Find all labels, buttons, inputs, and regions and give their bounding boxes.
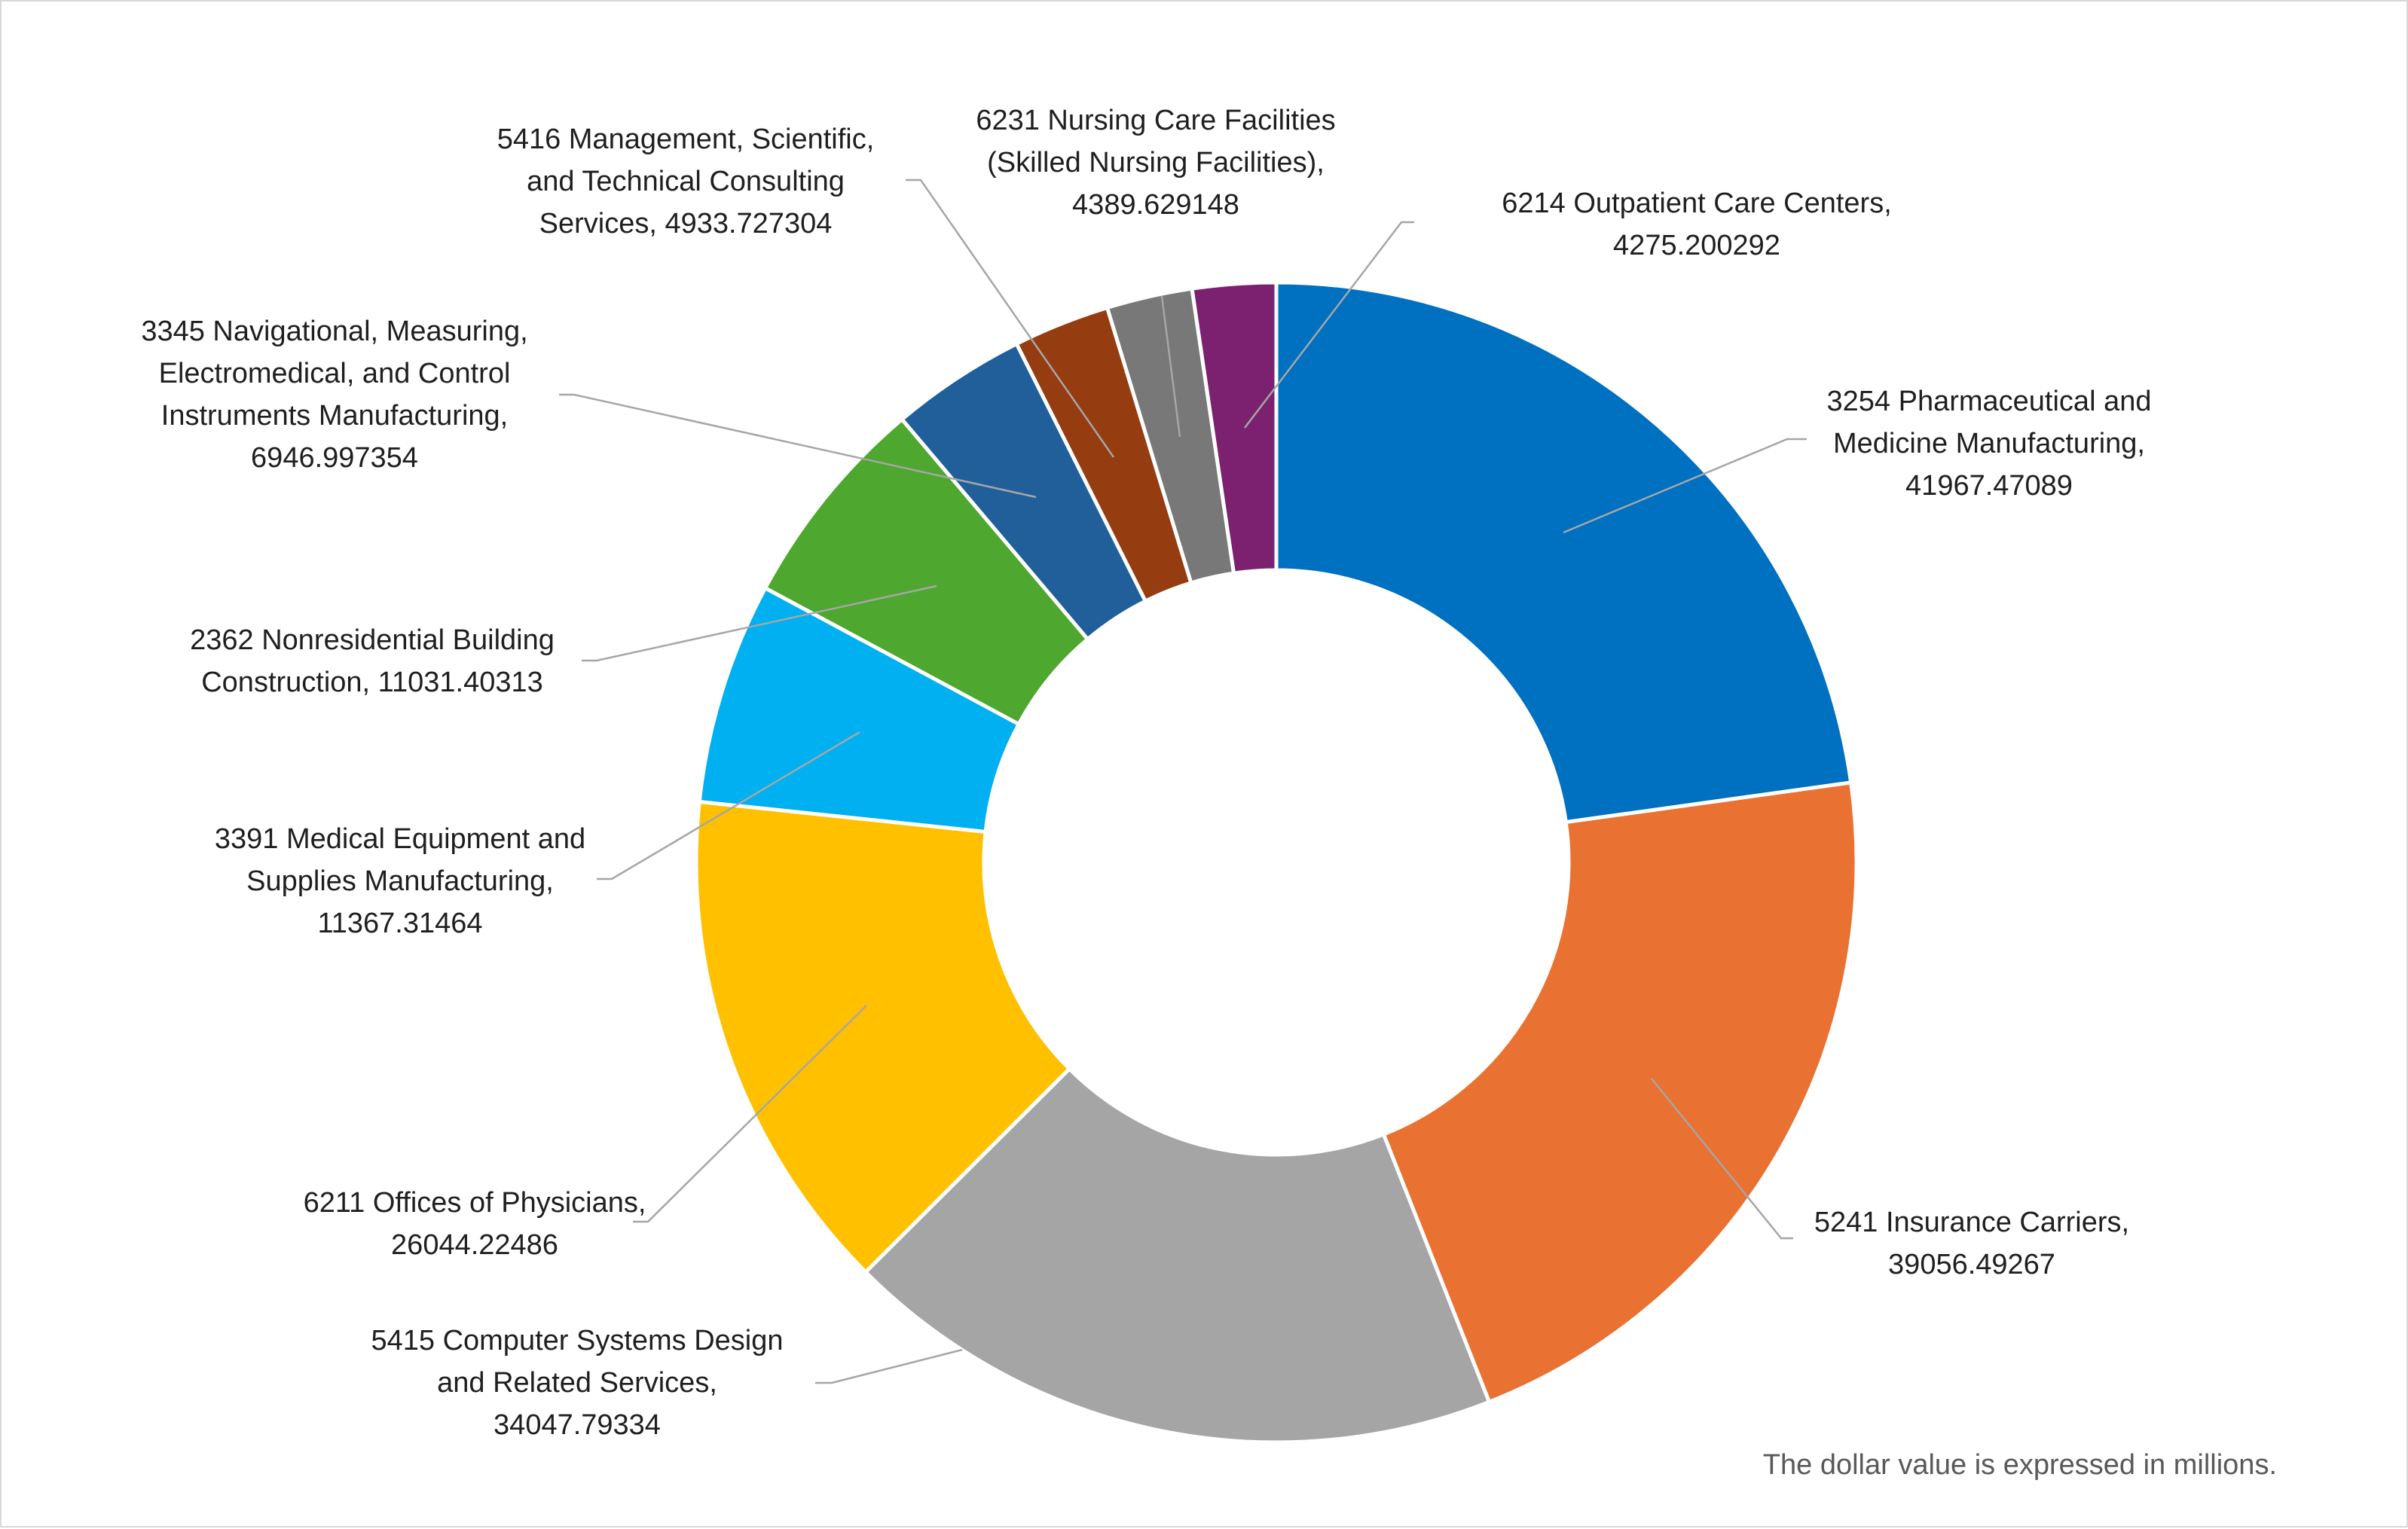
data-label-2: 5415 Computer Systems Design and Related … — [371, 1325, 783, 1441]
leader-line-9 — [1244, 221, 1414, 429]
leader-line-4 — [597, 731, 860, 880]
data-label-1: 5241 Insurance Carriers, 39056.49267 — [1814, 1207, 2129, 1280]
data-label-6: 3345 Navigational, Measuring, Electromedi… — [141, 316, 527, 474]
data-label-line: 11367.31464 — [317, 908, 482, 939]
data-label-line: 5415 Computer Systems Design — [371, 1325, 783, 1357]
donut-slices — [694, 280, 1859, 1445]
data-label-line: 2362 Nonresidential Building — [190, 624, 555, 656]
leader-lines — [559, 179, 1807, 1384]
leader-line-7 — [906, 179, 1115, 458]
data-label-line: Supplies Manufacturing, — [246, 865, 554, 897]
data-label-line: and Related Services, — [437, 1367, 717, 1399]
data-label-line: (Skilled Nursing Facilities), — [987, 147, 1325, 179]
donut-slice-3 — [694, 799, 1072, 1275]
donut-slice-1 — [1381, 780, 1859, 1405]
leader-line-0 — [1563, 438, 1807, 534]
data-label-line: 3391 Medical Equipment and — [215, 823, 585, 855]
data-label-line: 39056.49267 — [1888, 1249, 2055, 1280]
data-label-line: 5241 Insurance Carriers, — [1814, 1207, 2129, 1238]
footnote: The dollar value is expressed in million… — [1763, 1449, 2277, 1481]
data-labels: 3254 Pharmaceutical and Medicine Manufact… — [141, 105, 2151, 1441]
leader-line-6 — [559, 393, 1037, 499]
data-label-7: 5416 Management, Scientific, and Technica… — [497, 124, 875, 240]
data-label-line: 6231 Nursing Care Facilities — [976, 105, 1335, 136]
data-label-line: 4389.629148 — [1072, 189, 1239, 221]
data-label-line: 41967.47089 — [1905, 470, 2073, 502]
data-label-line: 4275.200292 — [1613, 230, 1780, 261]
donut-slice-0 — [1274, 280, 1853, 825]
data-label-line: Instruments Manufacturing, — [161, 400, 508, 432]
data-label-5: 2362 Nonresidential Building Construction… — [190, 624, 555, 698]
data-label-line: 34047.79334 — [494, 1409, 661, 1441]
data-label-line: 6946.997354 — [251, 442, 418, 474]
donut-slice-2 — [863, 1066, 1492, 1445]
leader-line-2 — [815, 1348, 963, 1384]
leader-line-1 — [1651, 1078, 1793, 1240]
data-label-line: Services, 4933.727304 — [539, 208, 833, 240]
data-label-line: 5416 Management, Scientific, — [497, 124, 875, 155]
data-label-9: 6214 Outpatient Care Centers, 4275.200292 — [1502, 188, 1892, 261]
data-label-line: 3345 Navigational, Measuring, — [141, 316, 527, 347]
data-label-line: and Technical Consulting — [527, 166, 845, 197]
data-label-line: Electromedical, and Control — [159, 358, 511, 389]
leader-line-8 — [1160, 295, 1181, 438]
data-label-0: 3254 Pharmaceutical and Medicine Manufact… — [1827, 386, 2152, 502]
leader-line-5 — [582, 584, 937, 662]
data-label-line: Construction, 11031.40313 — [201, 667, 543, 698]
data-label-line: 26044.22486 — [391, 1229, 558, 1261]
data-label-line: 6214 Outpatient Care Centers, — [1502, 188, 1892, 219]
data-label-4: 3391 Medical Equipment and Supplies Manuf… — [215, 823, 585, 939]
leader-line-3 — [633, 1005, 867, 1223]
data-label-line: 3254 Pharmaceutical and — [1827, 386, 2152, 417]
data-label-line: Medicine Manufacturing, — [1833, 428, 2145, 459]
donut-slice-9 — [1190, 280, 1279, 575]
data-label-3: 6211 Offices of Physicians, 26044.22486 — [304, 1187, 646, 1261]
data-label-8: 6231 Nursing Care Facilities (Skilled Nur… — [976, 105, 1335, 221]
data-label-line: 6211 Offices of Physicians, — [304, 1187, 646, 1219]
